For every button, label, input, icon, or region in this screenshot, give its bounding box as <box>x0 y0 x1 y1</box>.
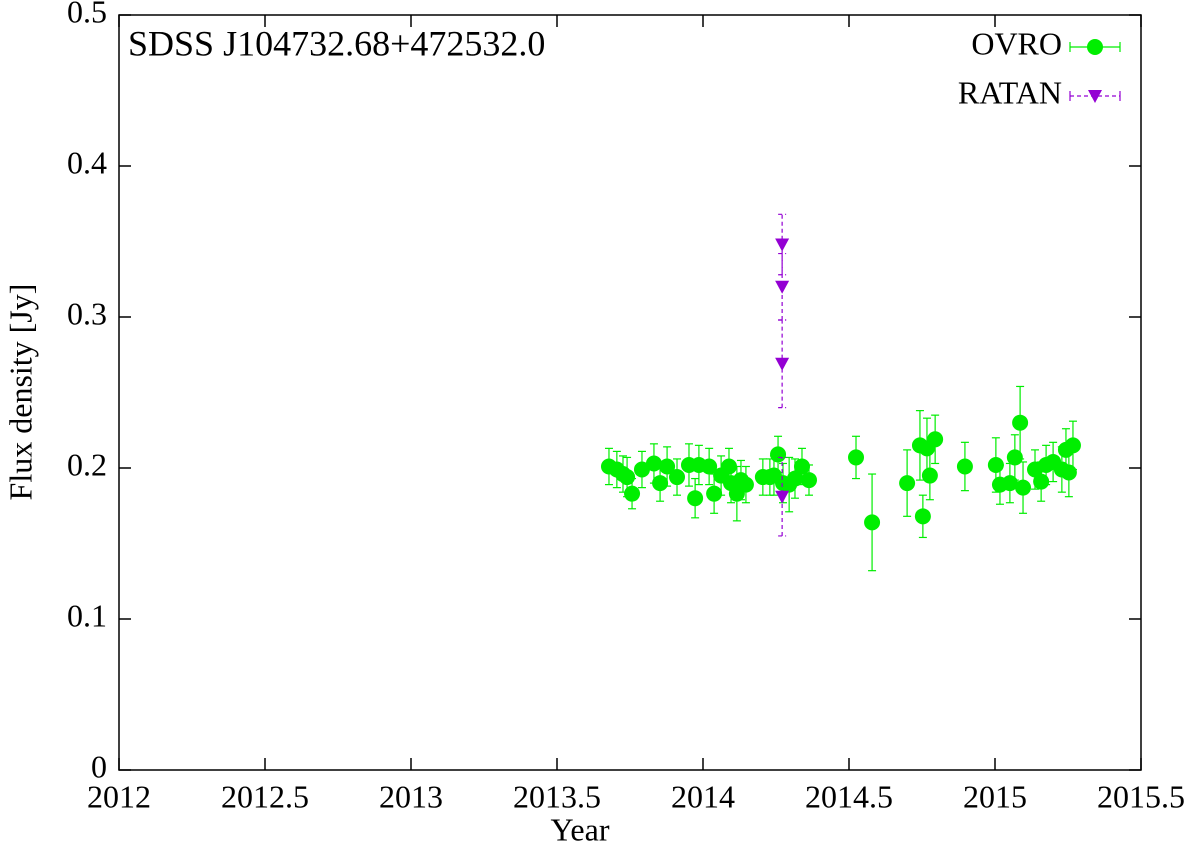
data-point <box>914 508 931 525</box>
data-point <box>737 476 754 493</box>
y-tick-label: 0.3 <box>67 295 107 331</box>
data-point <box>669 469 686 486</box>
x-tick-label: 2014 <box>671 778 735 814</box>
y-tick-label: 0.4 <box>67 144 107 180</box>
data-point <box>775 238 790 252</box>
x-tick-label: 2012.5 <box>221 778 309 814</box>
data-point <box>687 490 704 507</box>
data-point <box>899 475 916 492</box>
data-point <box>864 514 881 531</box>
data-point <box>793 458 810 475</box>
data-point <box>1012 414 1029 431</box>
x-tick-label: 2012 <box>87 778 151 814</box>
data-point <box>624 485 641 502</box>
plot-frame <box>118 14 1142 771</box>
data-point <box>652 475 669 492</box>
data-point <box>720 458 737 475</box>
error-bar <box>778 456 787 537</box>
legend-marker <box>1088 90 1102 103</box>
data-point <box>1015 479 1032 496</box>
data-point <box>786 470 803 487</box>
x-axis-label: Year <box>551 811 610 847</box>
x-tick-label: 2013.5 <box>513 778 601 814</box>
legend-label: RATAN <box>958 74 1062 110</box>
data-point <box>619 469 636 486</box>
data-point <box>659 458 676 475</box>
data-point <box>1033 473 1050 490</box>
chart-title: SDSS J104732.68+472532.0 <box>128 23 545 63</box>
data-point <box>1001 475 1018 492</box>
data-point <box>633 461 650 478</box>
data-point <box>921 467 938 484</box>
x-tick-label: 2013 <box>379 778 443 814</box>
data-point <box>701 458 718 475</box>
data-point <box>775 280 790 294</box>
legend-label: OVRO <box>971 25 1062 61</box>
data-point <box>775 490 790 504</box>
x-tick-label: 2015 <box>963 778 1027 814</box>
data-point <box>770 446 787 463</box>
y-tick-label: 0.2 <box>67 446 107 482</box>
data-point <box>927 431 944 448</box>
y-axis-label: Flux density [Jy] <box>2 284 38 501</box>
data-point <box>956 458 973 475</box>
data-point <box>775 357 790 371</box>
legend-marker <box>1087 39 1103 55</box>
x-tick-label: 2015.5 <box>1097 778 1185 814</box>
y-tick-label: 0.5 <box>67 0 107 29</box>
data-point <box>1006 449 1023 466</box>
data-point <box>645 455 662 472</box>
data-point <box>848 449 865 466</box>
y-tick-label: 0.1 <box>67 597 107 633</box>
data-point <box>1060 464 1077 481</box>
y-tick-label: 0 <box>91 748 107 784</box>
data-point <box>800 472 817 489</box>
x-tick-label: 2014.5 <box>805 778 893 814</box>
data-point <box>1064 437 1081 454</box>
data-point <box>706 485 723 502</box>
